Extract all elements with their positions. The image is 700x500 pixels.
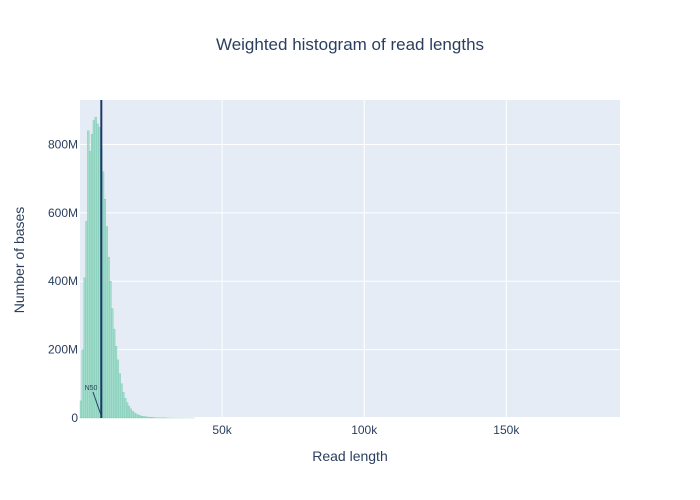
histogram-bar (151, 417, 155, 419)
histogram-bar (146, 416, 149, 419)
histogram-bar (107, 257, 110, 419)
x-tick-label: 100k (351, 423, 378, 437)
n50-marker: N50 (85, 100, 103, 418)
histogram-bar (87, 130, 90, 419)
histogram-bar (92, 120, 95, 419)
histogram-bar (98, 127, 101, 419)
histogram-bar (89, 151, 92, 419)
y-tick-label: 600M (48, 206, 78, 220)
histogram-bar (81, 349, 84, 419)
x-tick-label: 50k (212, 423, 232, 437)
histogram-bar (102, 171, 105, 419)
histogram-bar (114, 346, 118, 419)
histogram-bar (103, 199, 107, 419)
gridlines (80, 100, 620, 419)
histogram-bar (118, 373, 121, 419)
histogram-bar (105, 226, 108, 419)
histogram-bar (120, 383, 123, 419)
histogram-bar (140, 415, 143, 419)
histogram-bar (127, 405, 131, 419)
histogram-bar (113, 328, 116, 419)
histogram-bar (111, 308, 114, 419)
y-tick-label: 400M (48, 274, 78, 288)
y-axis-ticks: 0 200M 400M 600M 800M (48, 137, 78, 425)
n50-annotation-arrow (92, 391, 102, 417)
x-axis-title: Read length (312, 448, 388, 464)
y-axis-title: Number of bases (11, 207, 27, 314)
histogram-bar (122, 392, 125, 419)
histogram-bar (126, 402, 129, 419)
histogram-bar (109, 281, 112, 419)
histogram-bar (79, 400, 82, 419)
x-axis-ticks: 50k 100k 150k (212, 423, 520, 437)
plot-area (80, 100, 620, 418)
histogram-bar (83, 277, 86, 419)
x-tick-label: 150k (493, 423, 520, 437)
histogram-bar (90, 134, 94, 419)
chart-title: Weighted histogram of read lengths (216, 35, 484, 54)
histogram-bar (133, 412, 136, 419)
histogram-bar (131, 411, 134, 419)
y-tick-label: 200M (48, 343, 78, 357)
histogram-bar (142, 416, 145, 419)
n50-annotation-label: N50 (85, 385, 98, 392)
histogram-bar (129, 408, 132, 419)
histogram-bar (135, 413, 138, 419)
histogram-bar (137, 414, 140, 419)
histogram-bar (150, 417, 153, 419)
histogram-bar (116, 359, 119, 419)
histogram-bar (124, 398, 127, 419)
histogram-bar (138, 415, 142, 419)
histogram-bar (96, 123, 99, 419)
y-tick-label: 800M (48, 137, 78, 151)
histogram-bar (144, 416, 147, 419)
y-tick-label: 0 (71, 411, 78, 425)
histogram-bar (94, 116, 97, 419)
histogram-bar (148, 416, 151, 419)
